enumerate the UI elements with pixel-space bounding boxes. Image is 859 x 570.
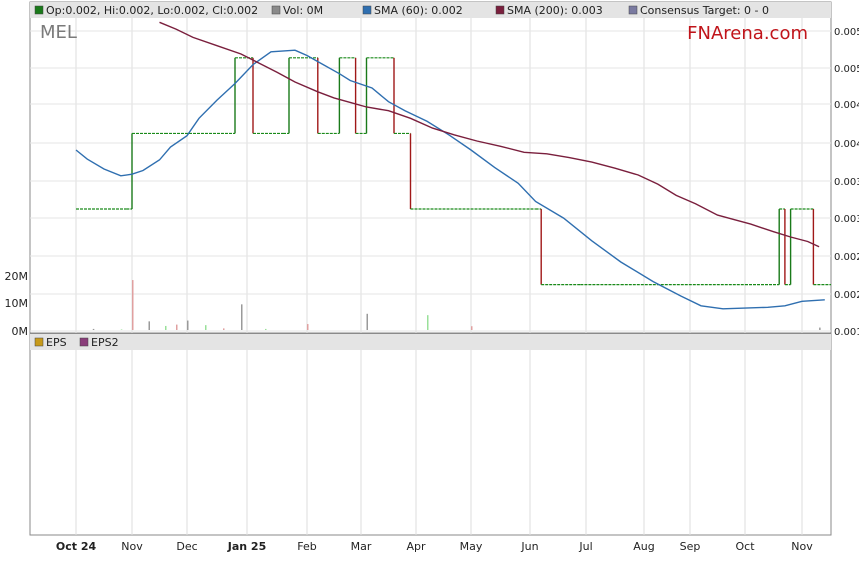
legend-swatch [628, 5, 638, 15]
x-tick-label: Jan 25 [227, 540, 266, 553]
legend-swatch [34, 337, 44, 347]
sma200-series [159, 21, 820, 248]
volume-axis-labels: 20M 10M 0M [5, 270, 29, 338]
x-tick-label: Nov [791, 540, 813, 553]
price-tick-label: 0.001 [834, 327, 859, 338]
legend-swatch [79, 337, 89, 347]
x-tick-label: Oct [735, 540, 755, 553]
x-tick-label: Sep [680, 540, 701, 553]
volume-bars [92, 280, 821, 330]
legend-label: EPS2 [91, 336, 119, 349]
price-tick-label: 0.004 [834, 139, 859, 150]
eps-panel-frame [29, 333, 832, 536]
volume-bar [265, 328, 267, 330]
x-tick-label: Nov [121, 540, 143, 553]
price-tick-label: 0.005 [834, 27, 859, 38]
ticker-label: MEL [40, 22, 77, 43]
price-tick-label: 0.005 [834, 64, 859, 75]
volume-bar [165, 325, 167, 330]
price-tick-label: 0.004 [834, 100, 859, 111]
volume-tick-label: 0M [12, 325, 29, 338]
x-tick-label: Oct 24 [56, 540, 97, 553]
volume-bar [187, 320, 189, 330]
price-tick-label: 0.003 [834, 177, 859, 188]
price-tick-label: 0.002 [834, 252, 859, 263]
legend-swatch [34, 5, 44, 15]
volume-bar [307, 324, 309, 330]
x-axis-labels: Oct 24 Nov Dec Jan 25 Feb Mar Apr May Jun Jul Aug S… [56, 540, 813, 553]
volume-bar [819, 327, 821, 330]
sma200-line [159, 21, 820, 248]
legend-label: SMA (200): 0.003 [507, 4, 603, 17]
price-tick-label: 0.002 [834, 290, 859, 301]
volume-bar [176, 324, 178, 330]
legend-swatch [495, 5, 505, 15]
sma60-line [75, 49, 825, 310]
price-axis-labels: 0.005 0.005 0.004 0.004 0.003 0.003 0.002 0.002… [834, 27, 859, 338]
volume-tick-label: 10M [5, 297, 29, 310]
x-tick-label: Aug [633, 540, 654, 553]
volume-bar [92, 328, 95, 330]
volume-tick-label: 20M [5, 270, 29, 283]
legend-label: Consensus Target: 0 - 0 [640, 4, 769, 17]
legend-swatch [362, 5, 372, 15]
x-tick-label: Feb [297, 540, 316, 553]
sma60-series [75, 49, 825, 310]
volume-bar [120, 329, 123, 330]
price-panel-frame [29, 1, 832, 334]
volume-bar [205, 325, 207, 330]
volume-bar [241, 304, 243, 330]
volume-bar [366, 313, 368, 330]
legend-label: Op:0.002, Hi:0.002, Lo:0.002, Cl:0.002 [46, 4, 258, 17]
legend-label: EPS [46, 336, 67, 349]
x-tick-label: Mar [351, 540, 372, 553]
volume-bar [471, 326, 473, 330]
grid-lines [30, 18, 831, 535]
volume-bar [223, 328, 225, 330]
legend-label: SMA (60): 0.002 [374, 4, 463, 17]
volume-bar [132, 280, 134, 330]
volume-bar [148, 321, 150, 330]
x-tick-label: Jun [520, 540, 538, 553]
volume-bar [427, 315, 429, 330]
price-tick-label: 0.003 [834, 214, 859, 225]
legend-label: Vol: 0M [283, 4, 323, 17]
x-tick-label: May [460, 540, 483, 553]
bottom-legend: EPS EPS2 [34, 336, 119, 349]
top-legend: Op:0.002, Hi:0.002, Lo:0.002, Cl:0.002 Vo… [34, 4, 769, 17]
brand-label: FNArena.com [687, 23, 808, 44]
x-tick-label: Apr [406, 540, 426, 553]
x-tick-label: Dec [176, 540, 197, 553]
bottom-legend-bar [30, 334, 831, 350]
x-tick-label: Jul [578, 540, 592, 553]
price-series [76, 57, 831, 286]
legend-swatch [271, 5, 281, 15]
